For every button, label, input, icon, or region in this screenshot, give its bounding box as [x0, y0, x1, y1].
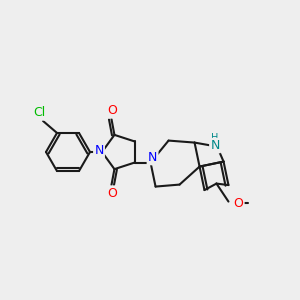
- Text: O: O: [107, 104, 117, 117]
- Text: N: N: [148, 151, 157, 164]
- Text: N: N: [94, 145, 104, 158]
- Text: O: O: [107, 187, 117, 200]
- Text: O: O: [233, 197, 243, 210]
- Text: Cl: Cl: [33, 106, 45, 119]
- Text: H: H: [212, 133, 219, 142]
- Text: N: N: [210, 139, 220, 152]
